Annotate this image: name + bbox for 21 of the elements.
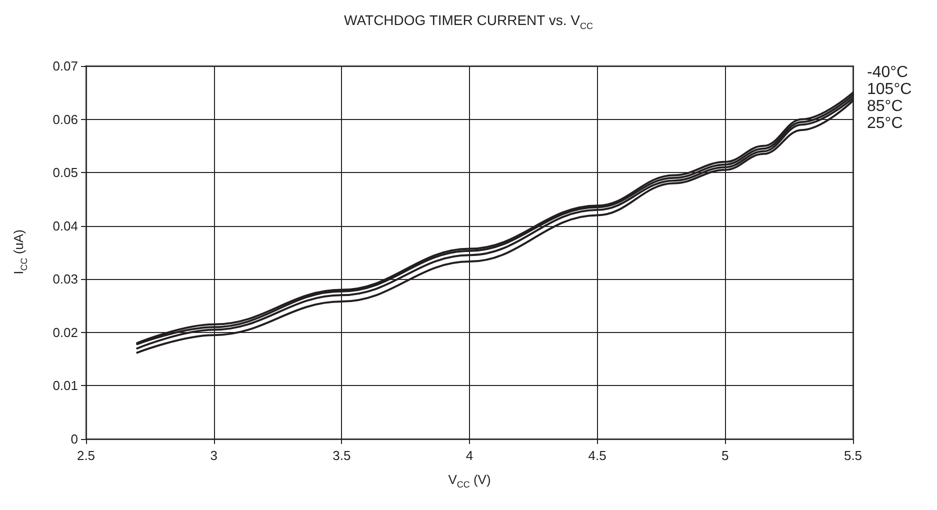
x-tick-label: 2.5: [76, 448, 96, 463]
x-axis-title: V$_{CC}$ (V): [447, 472, 492, 490]
y-tick-label: 0.04: [52, 218, 78, 234]
y-tick-label: 0.03: [52, 272, 78, 287]
y-tick-label: 0: [70, 432, 78, 446]
y-tick-label: 0.02: [52, 324, 78, 340]
y-tick-label: 0.06: [52, 112, 78, 127]
y-tick-label: 0.05: [52, 165, 78, 180]
chart-title: WATCHDOG TIMER CURRENT vs. V$_{CC}$: [343, 12, 594, 31]
series-label: 85°C: [867, 98, 903, 116]
series-label: 105°C: [867, 81, 912, 98]
x-tick-label: 5.5: [844, 448, 862, 463]
y-tick-label: 0.01: [52, 378, 78, 394]
x-tick-label: 5: [722, 448, 729, 463]
y-tick-label: 0.07: [52, 58, 78, 74]
series-label: -40°C: [867, 64, 908, 82]
x-tick-label: 3.5: [332, 448, 351, 463]
series-label: 25°C: [867, 115, 903, 132]
x-tick-label: 4: [466, 448, 474, 463]
x-tick-label: 3: [210, 448, 218, 463]
x-tick-label: 4.5: [588, 448, 606, 463]
